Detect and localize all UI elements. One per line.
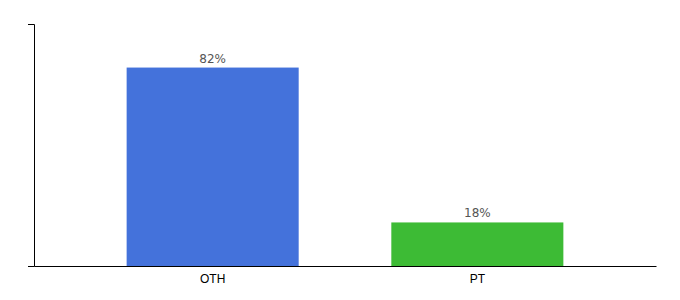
x-tick-label: OTH — [200, 272, 225, 286]
x-tick: PT — [470, 272, 486, 286]
bar — [127, 68, 299, 266]
y-axis — [28, 25, 35, 267]
bar — [391, 222, 563, 266]
x-tick: OTH — [200, 272, 225, 286]
data-label: 82% — [199, 52, 226, 66]
bars — [127, 68, 564, 266]
x-axis: OTH PT — [35, 267, 657, 286]
data-labels: 82% 18% — [199, 52, 490, 221]
x-axis-line — [35, 266, 657, 267]
plot-area: OTH PT 82% 18% — [28, 25, 657, 286]
y-axis-line — [28, 25, 35, 267]
data-label: 18% — [464, 206, 491, 220]
chart: OTH PT 82% 18% — [0, 0, 680, 300]
x-tick-label: PT — [470, 272, 486, 286]
